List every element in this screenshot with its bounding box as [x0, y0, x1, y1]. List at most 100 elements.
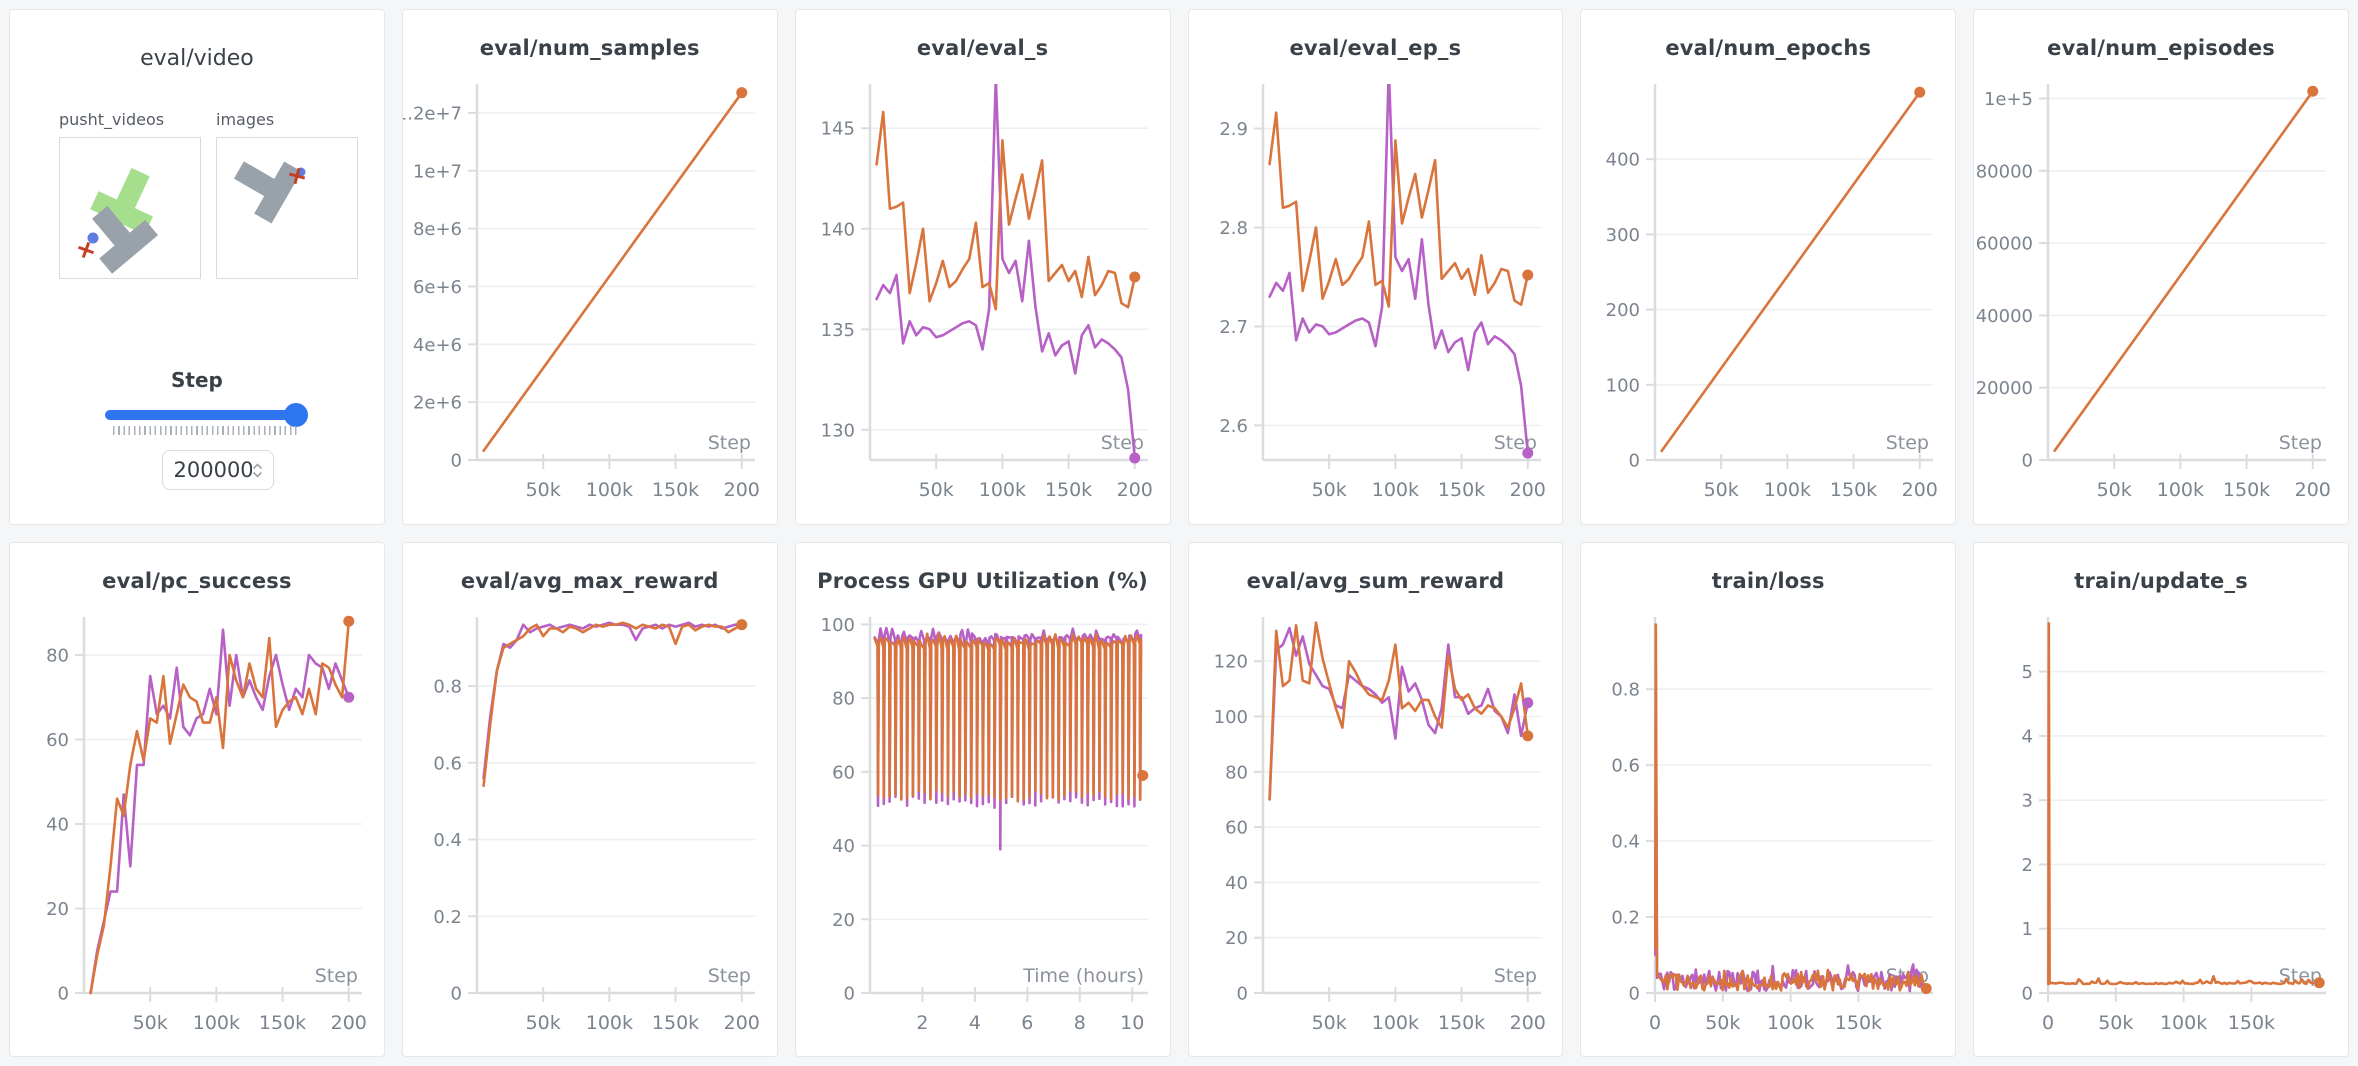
chart-canvas[interactable]: 0 2e+6 4e+6 6e+6 8e+6 1e+7 1.2e+7 50k 100k 150k 20… — [403, 76, 777, 524]
svg-text:200: 200 — [331, 1012, 367, 1034]
svg-text:0: 0 — [450, 983, 461, 1004]
panel-title: Process GPU Utilization (%) — [817, 568, 1148, 593]
svg-text:8: 8 — [1073, 1012, 1085, 1034]
svg-text:0.6: 0.6 — [433, 753, 462, 774]
svg-text:100k: 100k — [586, 479, 633, 501]
images-thumbnail[interactable] — [216, 137, 358, 279]
images-block-t-shape — [233, 161, 302, 224]
images-target-cross — [288, 167, 306, 185]
panel-eval-num-epochs[interactable]: eval/num_epochs 0 100 200 300 400 50k 100k 150k… — [1580, 9, 1957, 525]
svg-text:100: 100 — [820, 614, 854, 635]
svg-text:150k: 150k — [2228, 1012, 2275, 1034]
svg-text:145: 145 — [820, 119, 854, 140]
svg-text:0.8: 0.8 — [1612, 679, 1641, 700]
panel-title: train/loss — [1711, 568, 1825, 593]
panel-title: eval/video — [140, 46, 254, 71]
chart-canvas[interactable]: 0 20000 40000 60000 80000 1e+5 50k 100k 150k 200 S… — [1974, 76, 2348, 524]
svg-text:150k: 150k — [1830, 479, 1877, 501]
chart-canvas[interactable]: 0 0.2 0.4 0.6 0.8 50k 100k 150k 200 Step — [403, 609, 777, 1057]
step-input[interactable] — [173, 458, 252, 482]
panel-eval-pc-success[interactable]: eval/pc_success 0 20 40 60 80 50k 100k 150k 200 S… — [9, 541, 385, 1057]
svg-text:2: 2 — [2022, 854, 2033, 875]
svg-text:2.8: 2.8 — [1219, 218, 1248, 239]
chart-canvas[interactable]: 0 1 2 3 4 5 0 50k 100k 150k Step — [1974, 609, 2348, 1057]
panel-eval-num-samples[interactable]: eval/num_samples 0 2e+6 4e+6 6e+6 8e+6 1e+7 1.… — [401, 9, 778, 525]
svg-text:150k: 150k — [1045, 479, 1092, 501]
svg-text:Step: Step — [708, 432, 751, 454]
step-slider-handle[interactable] — [284, 403, 308, 427]
step-increment-icon[interactable] — [252, 462, 263, 470]
svg-text:20000: 20000 — [1976, 378, 2033, 399]
panel-eval-num-episodes[interactable]: eval/num_episodes 0 20000 40000 60000 80000 1… — [1973, 9, 2349, 525]
svg-text:150k: 150k — [1437, 1012, 1484, 1034]
svg-text:20: 20 — [46, 899, 69, 920]
panel-title: train/update_s — [2074, 568, 2248, 593]
panel-train-loss[interactable]: train/loss 0 0.2 0.4 0.6 0.8 0 50k 100k 150k Step — [1580, 541, 1957, 1057]
svg-text:0: 0 — [450, 451, 461, 472]
svg-text:100k: 100k — [1767, 1012, 1814, 1034]
svg-text:2: 2 — [916, 1012, 928, 1034]
svg-text:50k: 50k — [133, 1012, 168, 1034]
svg-text:5: 5 — [2022, 662, 2033, 683]
svg-text:400: 400 — [1606, 150, 1640, 171]
svg-text:80: 80 — [1225, 762, 1248, 783]
svg-text:6e+6: 6e+6 — [413, 277, 462, 298]
svg-text:Time (hours): Time (hours) — [1022, 965, 1144, 987]
chart-canvas[interactable]: 130 135 140 145 50k 100k 150k 200 Step — [796, 76, 1170, 524]
step-decrement-icon[interactable] — [252, 471, 263, 478]
svg-text:1e+5: 1e+5 — [1984, 89, 2033, 110]
step-slider-ticks — [113, 426, 299, 435]
svg-text:60: 60 — [832, 762, 855, 783]
svg-text:120: 120 — [1213, 651, 1247, 672]
svg-text:200: 200 — [723, 1012, 759, 1034]
svg-text:Step: Step — [2279, 432, 2322, 454]
chart-canvas[interactable]: 0 100 200 300 400 50k 100k 150k 200 Step — [1581, 76, 1955, 524]
svg-text:0: 0 — [843, 983, 854, 1004]
panel-eval-eval-s[interactable]: eval/eval_s 130 135 140 145 50k 100k 150k 200 St… — [794, 9, 1171, 525]
svg-text:100: 100 — [1606, 375, 1640, 396]
panel-eval-eval-ep-s[interactable]: eval/eval_ep_s 2.6 2.7 2.8 2.9 50k 100k 150k 20… — [1187, 9, 1564, 525]
panel-eval-avg-max-reward[interactable]: eval/avg_max_reward 0 0.2 0.4 0.6 0.8 50k 100k… — [401, 541, 778, 1057]
step-input-container — [162, 450, 274, 490]
svg-text:60000: 60000 — [1976, 234, 2033, 255]
svg-text:150k: 150k — [652, 1012, 699, 1034]
panel-eval-video[interactable]: eval/video pusht_videos images — [9, 9, 385, 525]
svg-text:130: 130 — [820, 420, 854, 441]
svg-text:1.2e+7: 1.2e+7 — [403, 103, 462, 124]
svg-text:2.6: 2.6 — [1219, 416, 1248, 437]
svg-text:0.8: 0.8 — [433, 676, 462, 697]
chart-canvas[interactable]: 0 0.2 0.4 0.6 0.8 0 50k 100k 150k Step — [1581, 609, 1955, 1057]
svg-text:200: 200 — [723, 479, 759, 501]
svg-text:2e+6: 2e+6 — [413, 393, 462, 414]
step-slider-track[interactable] — [105, 403, 308, 427]
svg-text:4e+6: 4e+6 — [413, 335, 462, 356]
svg-text:0: 0 — [1629, 983, 1640, 1004]
svg-text:4: 4 — [969, 1012, 981, 1034]
pusht-target-cross — [77, 241, 95, 259]
chart-canvas[interactable]: 0 20 40 60 80 50k 100k 150k 200 Step — [10, 609, 384, 1057]
panel-title: eval/eval_s — [916, 36, 1049, 60]
svg-text:100: 100 — [1213, 707, 1247, 728]
svg-text:0: 0 — [1649, 1012, 1661, 1034]
pusht-scene-image — [77, 167, 159, 274]
svg-text:50k: 50k — [918, 479, 953, 501]
svg-text:200: 200 — [1509, 479, 1545, 501]
chart-canvas[interactable]: 2.6 2.7 2.8 2.9 50k 100k 150k 200 Step — [1189, 76, 1563, 524]
svg-text:150k: 150k — [652, 479, 699, 501]
svg-text:40: 40 — [1225, 872, 1248, 893]
panel-title: eval/eval_ep_s — [1289, 36, 1462, 60]
chart-canvas[interactable]: 0 20 40 60 80 100 120 50k 100k 150k 200 Step — [1189, 609, 1563, 1057]
svg-text:100k: 100k — [1371, 1012, 1418, 1034]
svg-text:Step: Step — [315, 965, 358, 987]
pusht-videos-thumbnail[interactable] — [59, 137, 201, 279]
panel-eval-avg-sum-reward[interactable]: eval/avg_sum_reward 0 20 40 60 80 100 120 50k 10… — [1187, 541, 1564, 1057]
svg-text:300: 300 — [1606, 225, 1640, 246]
panel-train-update-s[interactable]: train/update_s 0 1 2 3 4 5 0 50k 100k 150k Step — [1973, 541, 2349, 1057]
svg-text:100k: 100k — [586, 1012, 633, 1034]
chart-canvas[interactable]: 0 20 40 60 80 100 2 4 6 8 10 Time (hours) — [796, 609, 1170, 1057]
svg-text:150k: 150k — [2223, 479, 2270, 501]
panel-process-gpu-utilization[interactable]: Process GPU Utilization (%) 0 20 40 60 80 100… — [794, 541, 1171, 1057]
svg-text:200: 200 — [1606, 300, 1640, 321]
svg-text:Step: Step — [1886, 432, 1929, 454]
